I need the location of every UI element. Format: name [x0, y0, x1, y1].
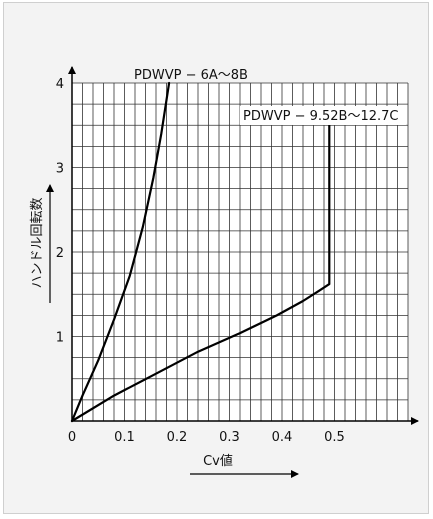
grid [72, 82, 409, 421]
series-line-2 [70, 115, 331, 423]
x-tick-label: 0.3 [219, 430, 240, 445]
series-label-2: PDWVP − 9.52B〜12.7C [243, 109, 398, 124]
y-axis-title: ハンドル回転数 [30, 197, 45, 288]
chart-frame: 0 0.1 0.2 0.3 0.4 0.5 1 2 3 4 PDWVP − 6A〜8B PDWVP −… [3, 2, 429, 514]
x-tick-label: 0.1 [114, 430, 135, 445]
x-tick-label: 0 [68, 430, 76, 445]
y-tick-label: 1 [56, 331, 64, 346]
x-tick-label: 0.2 [167, 430, 188, 445]
series-label-background [240, 106, 406, 125]
cv-rotation-chart: 0 0.1 0.2 0.3 0.4 0.5 1 2 3 4 PDWVP − 6A〜8B PDWVP −… [30, 66, 419, 478]
x-tick-label: 0.5 [324, 430, 345, 445]
y-tick-label: 2 [56, 246, 64, 261]
y-tick-label: 4 [56, 77, 64, 92]
x-axis-title: Cv値 [203, 453, 233, 469]
series-line-1 [70, 81, 171, 423]
x-tick-label: 0.4 [272, 430, 293, 445]
y-tick-label: 3 [56, 162, 64, 177]
series-label-1: PDWVP − 6A〜8B [134, 68, 248, 83]
